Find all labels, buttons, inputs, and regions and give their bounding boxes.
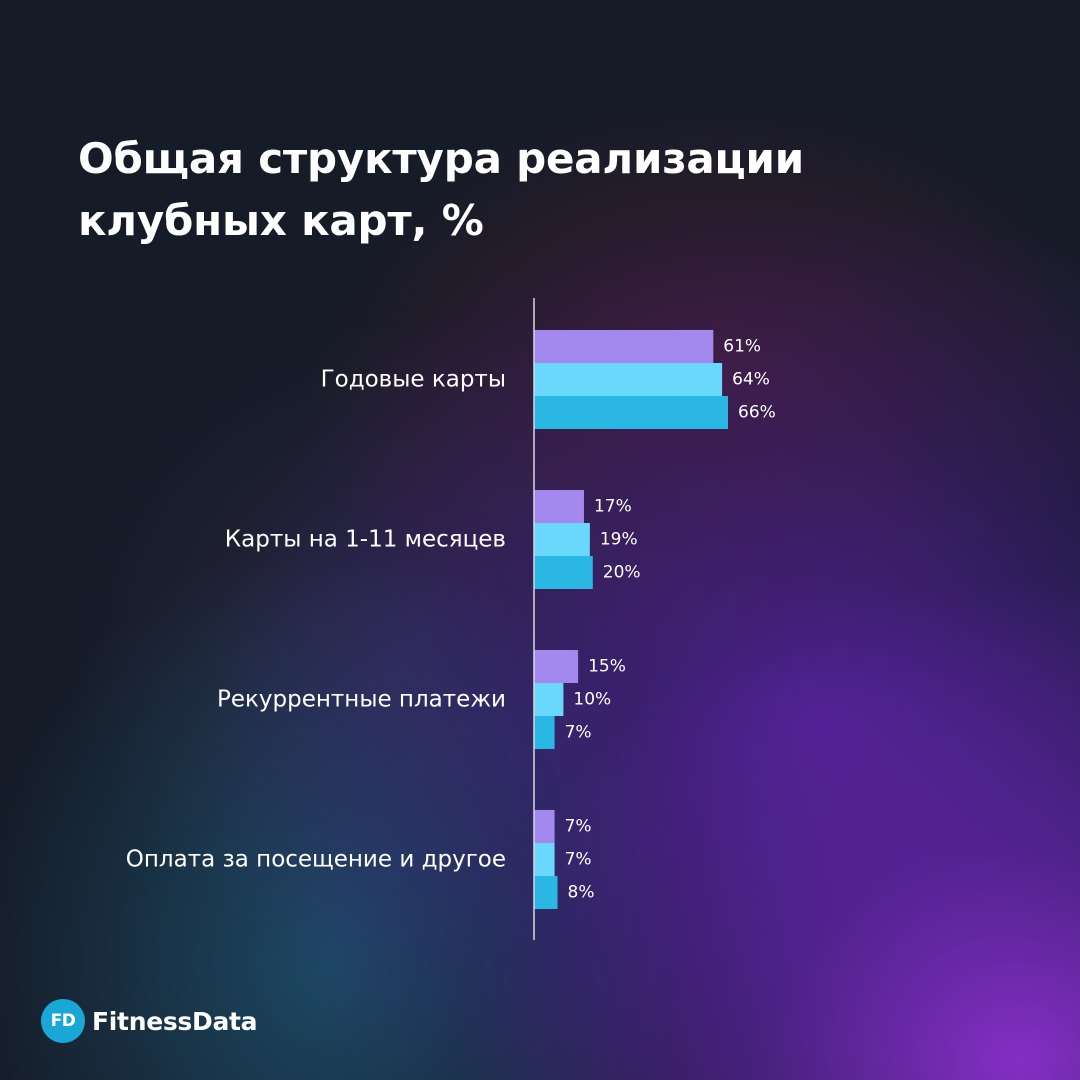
category-label: Оплата за посещение и другое — [126, 847, 506, 873]
bar — [534, 396, 728, 429]
bar-value-label: 10% — [573, 690, 611, 710]
bar-value-label: 20% — [603, 563, 641, 583]
category-label: Карты на 1-11 месяцев — [225, 527, 506, 553]
bar — [534, 683, 564, 716]
bar — [534, 556, 593, 589]
bar-value-label: 61% — [723, 337, 761, 357]
bar-value-label: 17% — [594, 497, 632, 517]
bar-value-label: 15% — [588, 657, 626, 677]
bar — [534, 490, 584, 523]
bar-value-label: 7% — [565, 817, 592, 837]
bar — [534, 363, 723, 396]
bar-value-label: 7% — [565, 850, 592, 870]
bar — [534, 650, 579, 683]
bar — [534, 876, 558, 909]
category-label: Годовые карты — [321, 367, 506, 393]
brand-mark-icon: FD — [41, 999, 85, 1043]
bar — [534, 523, 590, 556]
bar-value-label: 8% — [568, 883, 595, 903]
bar — [534, 843, 555, 876]
bar-value-label: 19% — [600, 530, 638, 550]
brand-name: FitnessData — [92, 1006, 258, 1036]
category-label: Рекуррентные платежи — [217, 687, 506, 713]
bar — [534, 810, 555, 843]
bar-value-label: 64% — [732, 370, 770, 390]
page-title: Общая структура реализации клубных карт,… — [78, 134, 804, 245]
bar — [534, 716, 555, 749]
brand-logo: FD FitnessData — [41, 999, 258, 1043]
bar-value-label: 66% — [738, 403, 776, 423]
bar — [534, 330, 714, 363]
bar-value-label: 7% — [565, 723, 592, 743]
